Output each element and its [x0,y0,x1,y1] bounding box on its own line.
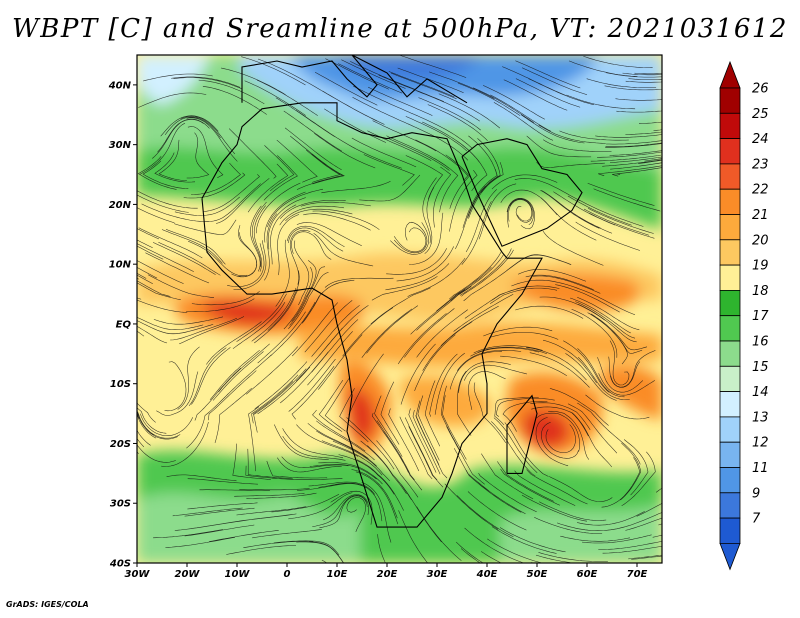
colorbar-swatch [719,188,741,215]
lon-tick-label: 40E [476,569,498,580]
lat-tick-label: EQ [116,319,132,330]
colorbar-swatch [719,138,741,165]
latitude-axis: 40N 30N 20N 10N EQ 10S 20S 30S 40S [108,80,137,570]
coastline-layer [201,55,583,528]
lon-tick-label: 30E [427,569,448,580]
lon-tick-label: 20W [175,569,201,580]
colorbar-swatch [719,365,741,392]
colorbar-label: 23 [752,157,769,172]
colorbar-swatch [719,239,741,266]
colorbar: 26 25 24 23 22 21 20 19 18 17 16 15 14 13 12 11 9 7 [719,60,769,571]
colorbar-swatch [719,289,741,317]
madagascar-coastline [506,394,538,474]
colorbar-swatch [719,214,741,241]
colorbar-label: 15 [752,360,769,375]
lon-tick-label: 0 [284,569,291,580]
colorbar-label: 26 [752,82,769,97]
colorbar-swatch [719,87,741,114]
colorbar-swatch [719,264,741,291]
streamline-layer [137,55,662,563]
wbpt-shading [137,55,662,563]
colorbar-label: 24 [752,132,769,147]
arabia-coastline [461,138,583,247]
map-title: WBPT [C] and Sreamline at 500hPa, VT: 20… [12,14,788,44]
colorbar-label: 14 [752,385,769,400]
lat-tick-label: 30S [110,499,131,510]
colorbar-swatch [719,416,741,443]
colorbar-top-cap [719,60,741,89]
colorbar-swatch [719,315,741,342]
colorbar-label: 21 [752,208,769,223]
lon-tick-label: 20E [377,569,398,580]
colorbar-label: 9 [752,486,760,501]
colorbar-swatch [719,391,741,418]
lat-tick-label: 40N [108,80,132,91]
lat-tick-label: 30N [109,140,132,151]
lat-tick-label: 10N [109,260,132,271]
lon-tick-label: 50E [527,569,548,580]
colorbar-label: 17 [752,309,769,324]
colorbar-swatch [719,467,741,494]
lon-tick-label: 30W [125,569,151,580]
colorbar-swatch [719,517,741,544]
plot-frame [136,54,663,564]
lat-tick-label: 20S [110,439,131,450]
lon-tick-label: 60E [577,569,598,580]
colorbar-label: 13 [752,410,769,425]
colorbar-swatch [719,441,741,468]
colorbar-label: 25 [752,107,769,122]
colorbar-label: 18 [752,284,769,299]
europe-coastline [241,55,468,104]
colorbar-swatch [719,112,741,140]
colorbar-label: 11 [752,461,769,476]
lon-tick-label: 10W [225,569,251,580]
colorbar-label: 20 [752,233,769,248]
colorbar-label: 12 [752,436,769,451]
streamline-paths [137,55,662,563]
colorbar-label: 7 [752,512,761,527]
colorbar-swatch [719,163,741,190]
africa-coastline [201,102,543,528]
colorbar-swatch [719,340,741,367]
colorbar-label: 16 [752,335,769,350]
lat-tick-label: 40S [109,559,131,570]
lat-tick-label: 10S [110,379,131,390]
colorbar-label: 19 [752,259,769,274]
longitude-axis: 30W 20W 10W 0 10E 20E 30E 40E 50E 60E 70E [125,563,648,580]
lat-tick-label: 20N [109,200,132,211]
lon-tick-label: 70E [627,569,648,580]
lon-tick-label: 10E [327,569,348,580]
credit-text: GrADS: IGES/COLA [6,600,89,609]
colorbar-bottom-cap [719,543,741,571]
colorbar-label: 22 [752,183,769,198]
colorbar-swatch [719,492,741,519]
